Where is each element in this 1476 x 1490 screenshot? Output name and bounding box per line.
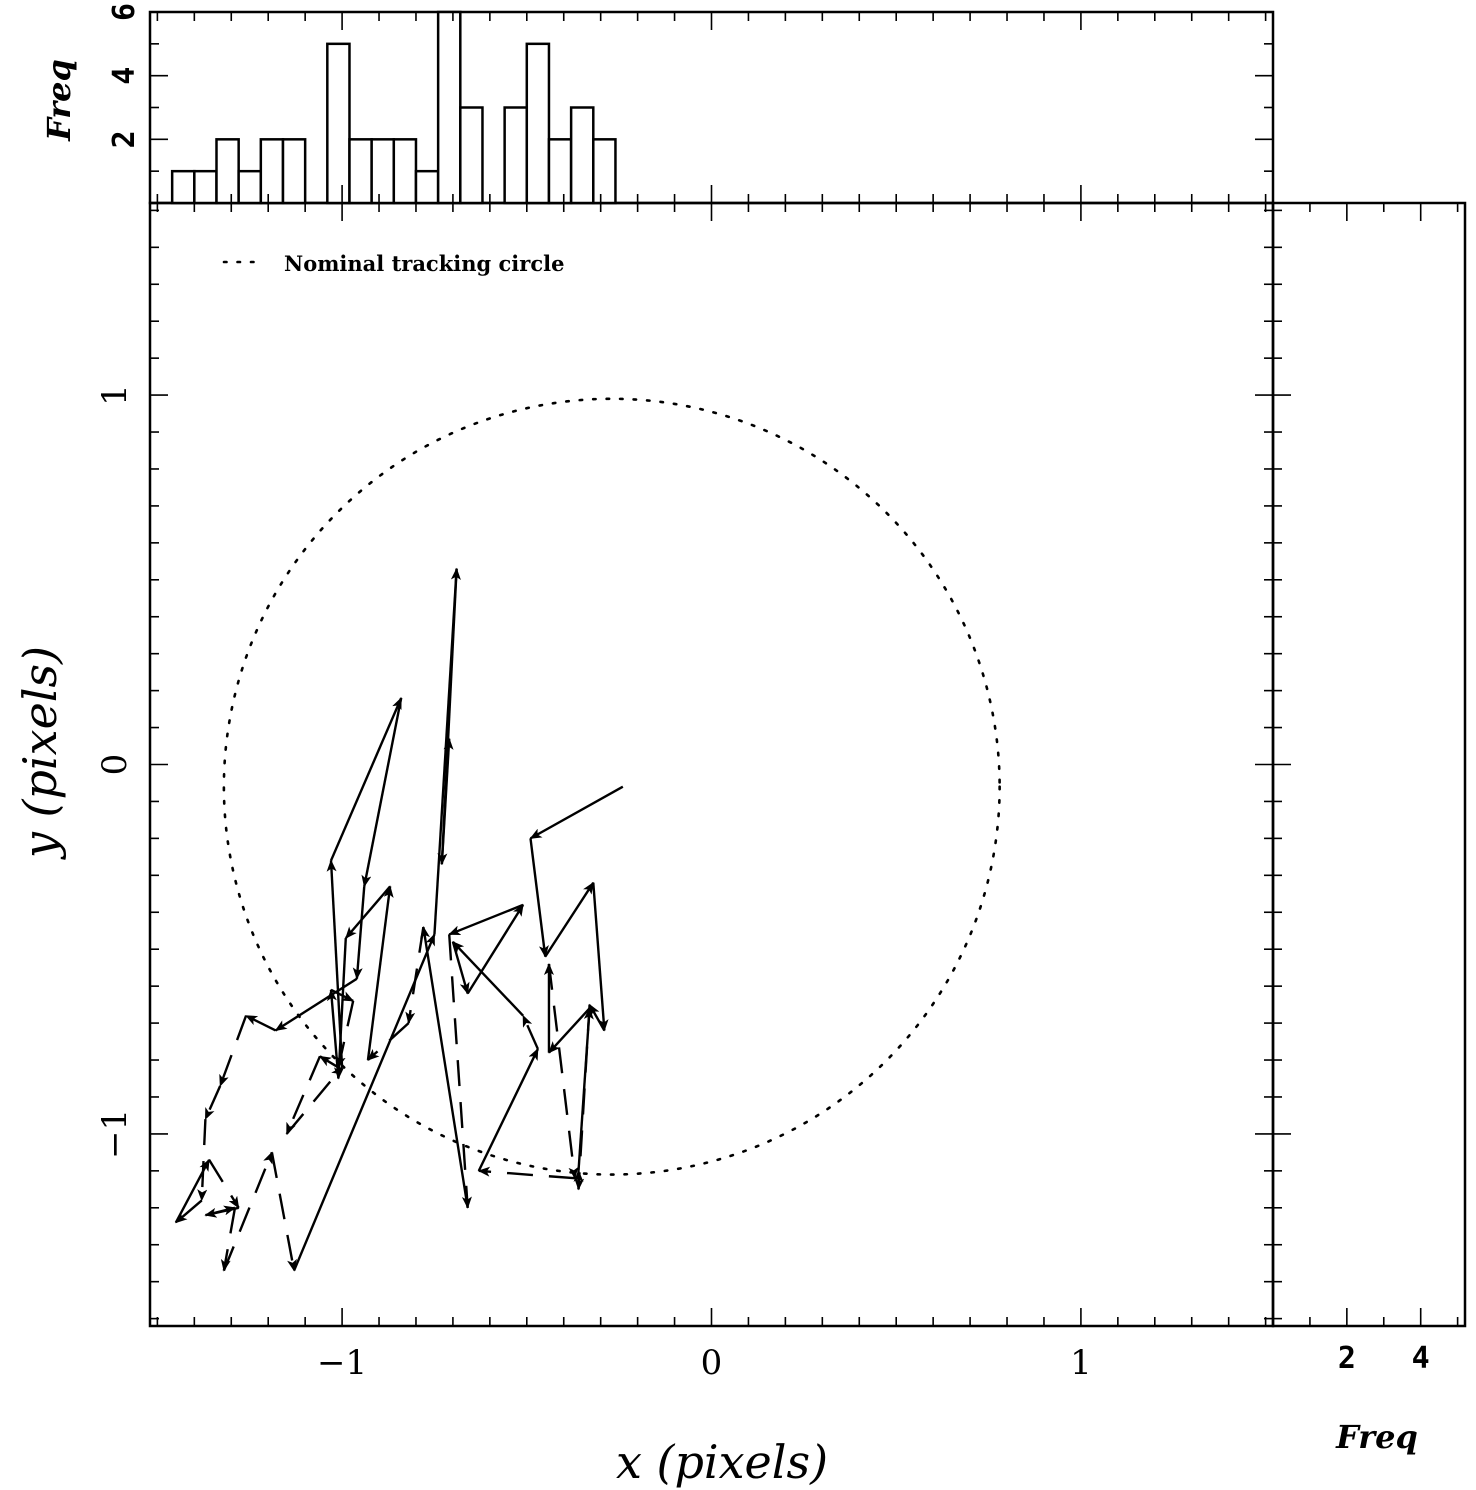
main-tick-labels: −1 0 1 1 0 −1	[95, 384, 1092, 1383]
path-segment-arrow	[448, 934, 472, 1209]
path-segment-arrow	[245, 1014, 277, 1032]
path-segment-arrow	[592, 882, 609, 1032]
top-histogram-tick-label: 2	[107, 130, 142, 148]
top-histogram-ylabel: Freq	[40, 59, 78, 142]
path-segment-arrow	[174, 1158, 211, 1224]
top-histogram-bar	[569, 106, 595, 205]
path-segment-arrow	[529, 785, 624, 840]
top-histogram-bar	[281, 138, 307, 205]
top-histogram-bar	[215, 138, 240, 205]
path-segment-arrow	[329, 697, 403, 862]
top-histogram-bar	[414, 169, 440, 205]
path-segment-arrow	[548, 1007, 591, 1054]
legend-label: Nominal tracking circle	[284, 251, 564, 276]
path-segment-arrow	[440, 737, 454, 865]
y-tick-label: 0	[95, 754, 135, 776]
top-histogram-tick-label: 6	[107, 3, 142, 21]
path-segment-arrow	[344, 885, 392, 939]
right-histogram-tick-label: 4	[1412, 1341, 1430, 1376]
top-histogram-bar	[459, 106, 484, 205]
path-segment-arrow	[274, 977, 358, 1032]
main-axis-ticks	[150, 203, 1273, 1326]
path-segment-arrow	[577, 1007, 594, 1171]
top-histogram-bar	[436, 10, 462, 205]
path-segment-arrow	[366, 885, 394, 1061]
legend: Nominal tracking circle	[222, 251, 564, 276]
main-plot-frame	[148, 201, 1275, 1328]
path-segment-arrow	[204, 1085, 222, 1121]
y-tick-label: 1	[95, 384, 135, 406]
path-segment-arrow	[361, 697, 403, 888]
y-axis-title: y (pixels)	[13, 646, 67, 860]
path-segment-arrow	[529, 838, 549, 958]
path-segment-arrow	[197, 1119, 208, 1202]
path-segment-arrow	[352, 886, 366, 980]
path-segment-arrow	[452, 940, 524, 1017]
top-histogram-bars	[170, 10, 617, 205]
path-segment-arrow	[405, 926, 425, 1025]
path-segment-arrow	[326, 859, 344, 1068]
x-axis-title: x (pixels)	[616, 1435, 828, 1489]
right-histogram-tick-label: 2	[1338, 1341, 1356, 1376]
path-segment-arrow	[222, 1151, 274, 1272]
top-histogram-bar	[348, 138, 373, 205]
path-segment-arrow	[208, 1159, 240, 1209]
top-histogram-bar	[525, 42, 551, 205]
path-segment-arrow	[270, 1152, 297, 1272]
top-histogram-bar	[547, 138, 573, 205]
top-histogram-bar	[193, 169, 218, 205]
top-histogram-ticks: 2 4 6	[107, 3, 1273, 203]
top-histogram-bar	[237, 169, 263, 205]
x-tick-label: 1	[1070, 1343, 1092, 1383]
path-segment-arrow	[477, 1166, 575, 1180]
path-segment-arrow	[367, 1022, 410, 1061]
path-segment-arrow	[285, 1066, 344, 1135]
tracking-path	[174, 567, 624, 1272]
x-tick-label: 0	[701, 1343, 723, 1383]
path-segment-arrow	[547, 963, 579, 1180]
main-plot: −1 0 1 1 0 −1 Nominal tracking circle x (pixe…	[13, 201, 1275, 1489]
path-segment-arrow	[175, 1199, 203, 1224]
top-histogram-frame	[148, 10, 1275, 205]
path-segment-arrow	[333, 938, 347, 1080]
path-segment-arrow	[448, 903, 524, 936]
y-tick-label: −1	[95, 1109, 135, 1159]
path-segment-arrow	[451, 941, 470, 995]
top-histogram-bar	[392, 138, 418, 205]
top-histogram-tick-label: 4	[107, 67, 142, 85]
path-segment-arrow	[522, 1014, 539, 1050]
top-histogram-bar	[170, 169, 196, 205]
path-segment-arrow	[544, 881, 595, 958]
path-segment-arrow	[292, 933, 436, 1272]
top-histogram-bar	[326, 42, 351, 205]
path-segment-arrow	[220, 1207, 237, 1272]
top-histogram-bar	[370, 138, 396, 205]
path-segment-arrow	[466, 904, 525, 995]
path-segment-arrow	[285, 1055, 322, 1135]
path-segment-arrow	[319, 1055, 340, 1069]
path-segment-arrow	[420, 926, 469, 1208]
path-segment-arrow	[477, 1048, 539, 1172]
top-histogram-bar	[503, 106, 529, 205]
right-histogram-xlabel: Freq	[1335, 1418, 1418, 1456]
top-histogram: 2 4 6 Freq	[40, 3, 1275, 205]
x-tick-label: −1	[317, 1343, 367, 1383]
top-histogram-bar	[592, 138, 617, 205]
path-segment-arrow	[219, 1015, 248, 1087]
nominal-tracking-circle	[222, 397, 1001, 1176]
top-histogram-bar	[259, 138, 285, 205]
right-histogram-frame	[1271, 201, 1467, 1328]
path-segment-arrow	[205, 1205, 236, 1217]
